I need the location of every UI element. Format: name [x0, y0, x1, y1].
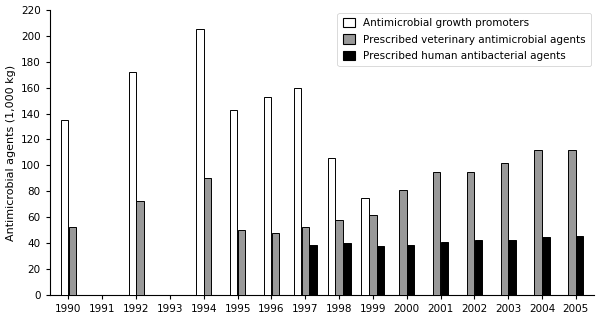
- Bar: [302, 227, 309, 295]
- Bar: [68, 227, 76, 295]
- Bar: [500, 163, 508, 295]
- Bar: [335, 220, 343, 295]
- Bar: [508, 240, 516, 295]
- Bar: [196, 29, 203, 295]
- Bar: [361, 198, 369, 295]
- Bar: [264, 97, 271, 295]
- Bar: [467, 172, 474, 295]
- Bar: [407, 245, 415, 295]
- Bar: [294, 87, 301, 295]
- Bar: [204, 179, 211, 295]
- Bar: [475, 240, 482, 295]
- Y-axis label: Antimicrobial agents (1,000 kg): Antimicrobial agents (1,000 kg): [5, 64, 16, 241]
- Bar: [328, 158, 335, 295]
- Bar: [238, 230, 245, 295]
- Bar: [343, 244, 350, 295]
- Bar: [441, 242, 448, 295]
- Bar: [542, 237, 550, 295]
- Bar: [128, 72, 136, 295]
- Bar: [576, 236, 583, 295]
- Bar: [230, 110, 238, 295]
- Bar: [136, 201, 144, 295]
- Legend: Antimicrobial growth promoters, Prescribed veterinary antimicrobial agents, Pres: Antimicrobial growth promoters, Prescrib…: [337, 13, 592, 66]
- Bar: [433, 172, 440, 295]
- Bar: [535, 150, 542, 295]
- Bar: [568, 150, 575, 295]
- Bar: [310, 245, 317, 295]
- Bar: [272, 233, 279, 295]
- Bar: [377, 246, 385, 295]
- Bar: [369, 215, 377, 295]
- Bar: [399, 190, 407, 295]
- Bar: [61, 120, 68, 295]
